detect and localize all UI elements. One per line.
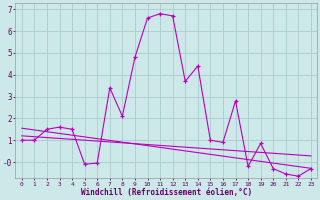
X-axis label: Windchill (Refroidissement éolien,°C): Windchill (Refroidissement éolien,°C) bbox=[81, 188, 252, 197]
